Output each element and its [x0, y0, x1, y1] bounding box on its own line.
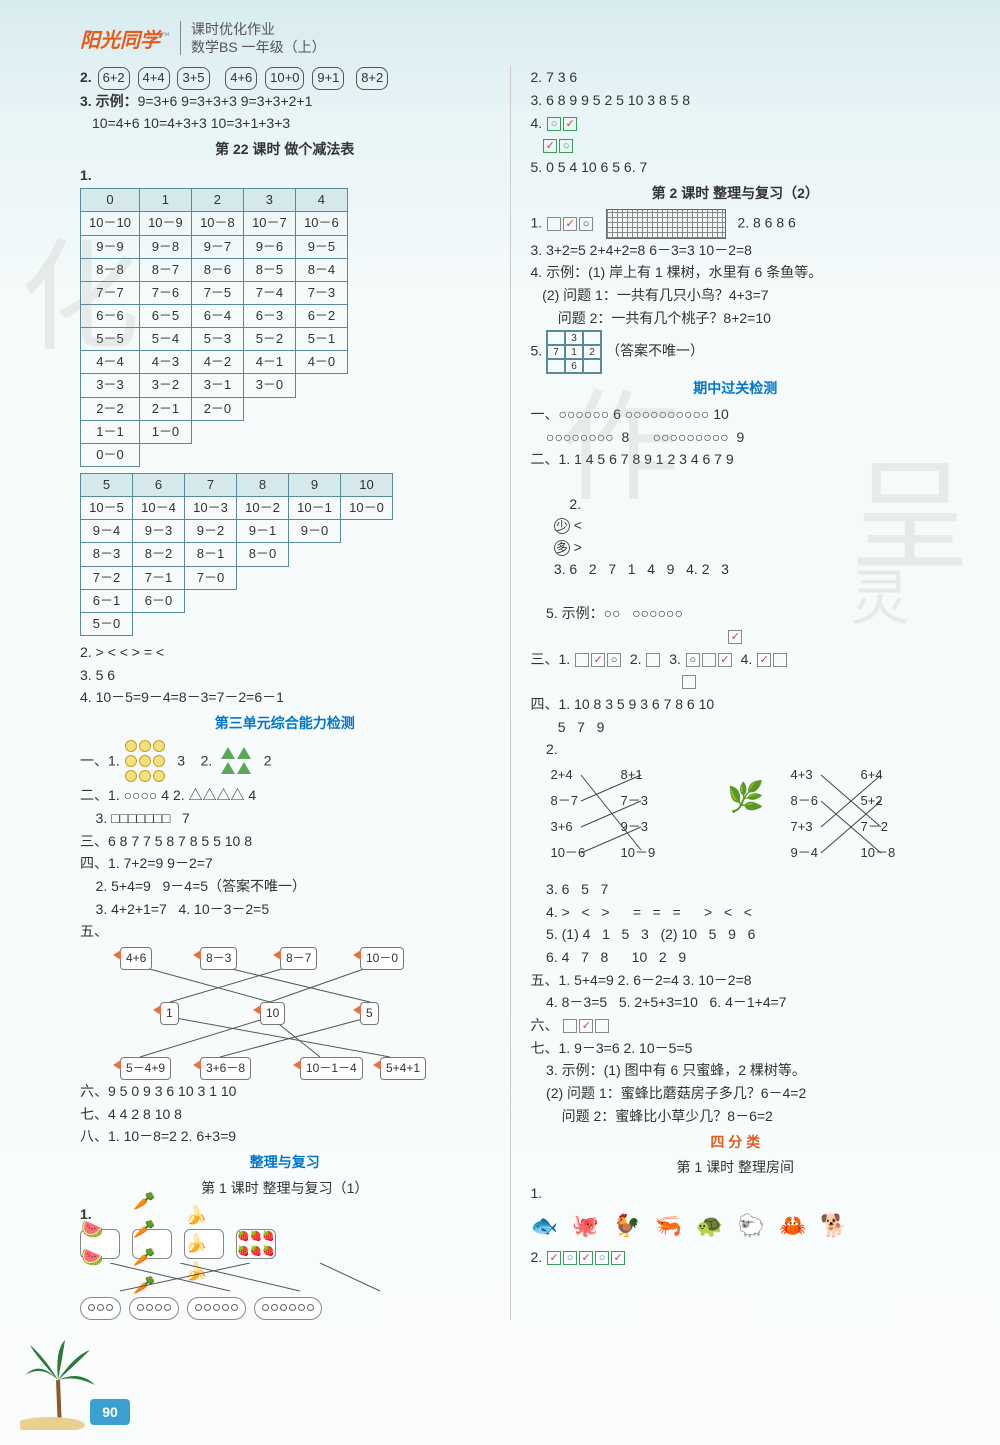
rv2-3: 3. 3+2=5 2+4+2=8 6－3=3 10－2=8 — [531, 240, 941, 262]
box: 10+0 — [265, 67, 304, 89]
q2-compare: 2. > < < > = < — [80, 642, 490, 664]
rv2-5: 5. 37126 （答案不唯一） — [531, 330, 941, 374]
u3-3: 三、6 8 7 7 5 8 7 8 5 5 10 8 — [80, 831, 490, 853]
box: 8+2 — [356, 67, 388, 89]
rv2-4-1: 4. 示例：(1) 岸上有 1 棵树，水里有 6 条鱼等。 — [531, 262, 941, 284]
subtraction-table-1: 0123410－1010－910－810－710－69－99－89－79－69－… — [80, 188, 348, 467]
u3-6: 六、9 5 0 9 3 6 10 3 1 10 — [80, 1081, 490, 1103]
section-22-title: 第 22 课时 做个减法表 — [80, 139, 490, 161]
m4-1: 四、1. 10 8 3 5 9 3 6 7 8 6 10 — [531, 694, 941, 716]
q4-ans: 4. 10－5=9－4=8－3=7－2=6－1 — [80, 687, 490, 709]
answer-grid: 37126 — [546, 330, 602, 374]
right-column: 2. 7 3 6 3. 6 8 9 9 5 2 5 10 3 8 5 8 4. … — [531, 66, 941, 1320]
q3-ans: 3. 5 6 — [80, 665, 490, 687]
m7-3c: 问题 2：蜜蜂比小草少几？8－6=2 — [531, 1106, 941, 1128]
rv2-4-2: (2) 问题 1：一共有几只小鸟？4+3=7 — [531, 285, 941, 307]
m4-1b: 5 7 9 — [531, 717, 941, 739]
box: 9+1 — [312, 67, 344, 89]
header-divider — [180, 21, 181, 55]
u3-5: 五、 — [80, 921, 490, 943]
category-sub: 第 1 课时 整理房间 — [531, 1157, 941, 1179]
seaweed-icon: 🌿 — [727, 775, 764, 822]
fruit-row: 🍉🍉 🥕🥕🥕🥕 🍌🍌🍌 🍓🍓🍓🍓🍓🍓 — [80, 1229, 490, 1259]
review-title: 整理与复习 — [80, 1152, 490, 1174]
m5: 五、1. 5+4=9 2. 6－2=4 3. 10－2=8 — [531, 970, 941, 992]
animals-row: 🐟🐙🐓🦐 🐢🐑🦀🐕 — [531, 1209, 941, 1243]
q3: 3. 示例：9=3+6 9=3+3+3 9=3+3+2+1 — [80, 91, 490, 113]
match-diagram: 4+68－38－710－011055－4+93+6－810－1－45+4+1 — [80, 947, 490, 1077]
r2: 2. 7 3 6 — [531, 67, 941, 89]
r4: 4. ○✓ ✓○ — [531, 113, 941, 156]
midterm-title: 期中过关检测 — [531, 378, 941, 400]
u3-4-3: 3. 4+2+1=7 4. 10－3－2=5 — [80, 899, 490, 921]
u3-2-3: 3. □□□□□□□ 7 — [80, 808, 490, 830]
m6: 六、 ✓ — [531, 1015, 941, 1037]
box: 3+5 — [177, 67, 209, 89]
review2-title: 第 2 课时 整理与复习（2） — [531, 183, 941, 205]
page-content: 2. 6+2 4+4 3+5 4+6 10+0 9+1 8+2 3. 示例：9=… — [0, 66, 1000, 1320]
match2-diagram: 🌿 2+48+14+36+48－77－38－65+23+69－37+37－210… — [531, 765, 941, 875]
u3-4-1: 四、1. 7+2=9 9－2=7 — [80, 853, 490, 875]
palm-tree-icon — [20, 1330, 100, 1430]
m2-2: 2. 少 < 多 > 3. 6 2 7 1 4 9 4. 2 3 — [531, 472, 941, 602]
m1b: ○○○○○○○○ 8 ○○○○○○○○○ 9 — [531, 427, 941, 449]
q3b: 10=4+6 10=4+3+3 10=3+1+3+3 — [80, 113, 490, 135]
cat-1: 1. — [531, 1183, 941, 1205]
page-header: 阳光同学™ 课时优化作业 数学BS 一年级（上） — [0, 0, 1000, 66]
left-column: 2. 6+2 4+4 3+5 4+6 10+0 9+1 8+2 3. 示例：9=… — [80, 66, 490, 1320]
u3-4-2: 2. 5+4=9 9－4=5（答案不唯一） — [80, 876, 490, 898]
page-number: 90 — [90, 1399, 130, 1425]
m4-6: 6. 4 7 8 10 2 9 — [531, 947, 941, 969]
m7-3b: (2) 问题 1：蜜蜂比蘑菇房子多几？6－4=2 — [531, 1083, 941, 1105]
rv2-1: 1. ✓○ 2. 8 6 8 6 — [531, 209, 941, 239]
u3-7: 七、4 4 2 8 10 8 — [80, 1104, 490, 1126]
match-lines — [80, 1263, 490, 1293]
column-divider — [510, 66, 511, 1320]
m3: 三、1. ✓○ 2. 3. ○ ✓ 4. ✓ — [531, 649, 941, 671]
m4-2: 2. — [531, 739, 941, 761]
cat-2: 2. ✓○✓○✓ — [531, 1247, 941, 1269]
unit3-title: 第三单元综合能力检测 — [80, 713, 490, 735]
box: 4+4 — [138, 67, 170, 89]
m4-5: 5. (1) 4 1 5 3 (2) 10 5 9 6 — [531, 924, 941, 946]
m4-4: 4. > < > = = = > < < — [531, 902, 941, 924]
u3-8: 八、1. 10－8=2 2. 6+3=9 — [80, 1126, 490, 1148]
subtraction-table-2: 567891010－510－410－310－210－110－09－49－39－2… — [80, 473, 393, 636]
category-title: 四 分 类 — [531, 1132, 941, 1154]
box: 6+2 — [98, 67, 130, 89]
m2-5: 5. 示例：○○ ○○○○○○ — [531, 603, 941, 625]
m4-3: 3. 6 5 7 — [531, 879, 941, 901]
m7-3a: 3. 示例：(1) 图中有 6 只蜜蜂，2 棵树等。 — [531, 1060, 941, 1082]
m1: 一、○○○○○○ 6 ○○○○○○○○○○ 10 — [531, 404, 941, 426]
m7-1: 七、1. 9－3=6 2. 10－5=5 — [531, 1038, 941, 1060]
r3: 3. 6 8 9 9 5 2 5 10 3 8 5 8 — [531, 90, 941, 112]
u3-1: 一、1. 3 2. 2 — [80, 739, 490, 785]
box: 4+6 — [225, 67, 257, 89]
m2-1: 二、1. 1 4 5 6 7 8 9 1 2 3 4 6 7 9 — [531, 449, 941, 471]
ovals-row — [80, 1297, 490, 1320]
r5: 5. 0 5 4 10 6 5 6. 7 — [531, 157, 941, 179]
m5b: 4. 8－3=5 5. 2+5+3=10 6. 4－1+4=7 — [531, 992, 941, 1014]
q2: 2. 6+2 4+4 3+5 4+6 10+0 9+1 8+2 — [80, 67, 490, 89]
u3-2: 二、1. ○○○○ 4 2. △△△△ 4 — [80, 785, 490, 807]
logo: 阳光同学™ — [80, 24, 170, 53]
header-subtitle: 课时优化作业 数学BS 一年级（上） — [191, 20, 326, 56]
rv2-4-3: 问题 2：一共有几个桃子？8+2=10 — [531, 308, 941, 330]
